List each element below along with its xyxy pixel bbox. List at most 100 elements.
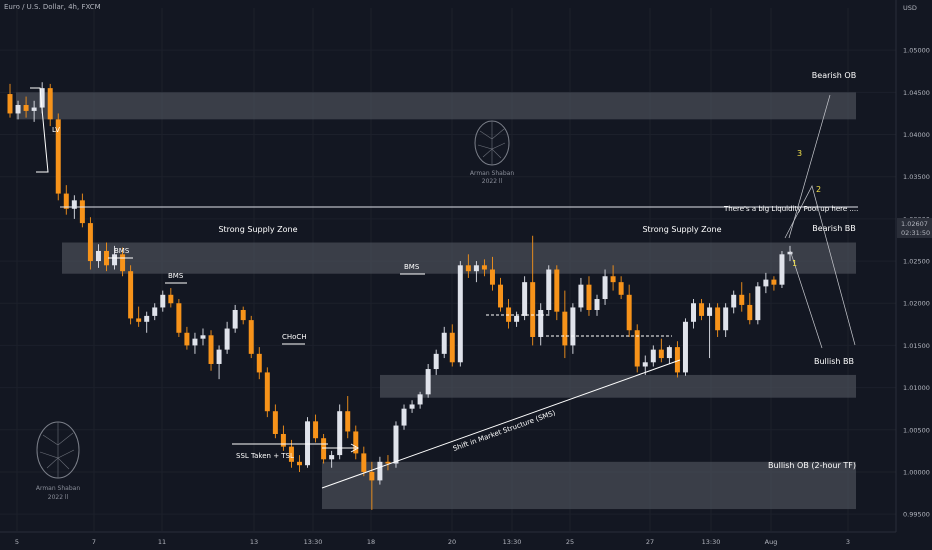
time-axis[interactable]: 5 7 11 13 13:30 18 20 13:30 25 27 13:30 Aug 3 [15,538,850,546]
candle-body [321,438,327,460]
candle-body [457,265,463,363]
candle-body [184,332,190,346]
candle-body [723,307,729,331]
watermark-year-bottom: 2022 ll [48,494,69,501]
zone-label-bullish-bb: Bullish BB [814,357,854,366]
candle-body [650,349,656,363]
path-label-3: 3 [797,149,802,158]
label-bms-1: BMS [114,247,130,255]
brain-logo-top: Arman Shaban 2022 ll [470,120,514,185]
candle-body [23,105,29,111]
candle-body [95,250,101,262]
candle-body [674,347,680,373]
candle-body [578,284,584,308]
candle-body [55,119,61,194]
sms-line [321,359,681,489]
zone-label-bearish-bb: Bearish BB [812,224,856,233]
candle-body [634,330,640,367]
candle-body [473,265,479,272]
candle-body [208,335,214,364]
watermark-author-bottom: Arman Shaban [36,485,80,492]
candle-body [136,318,142,322]
candle-body [747,304,753,321]
candle-body [39,88,45,108]
candle-body [176,303,182,333]
candle-body [666,347,672,359]
candle-body [489,269,495,285]
candle-body [296,461,302,466]
candle-body [699,303,705,316]
candle-body [691,303,696,322]
candle-body [763,279,769,287]
candle-body [570,307,576,346]
candle-body [481,265,487,270]
candle-body [152,307,158,316]
price-countdown: 02:31:50 [901,229,930,237]
path-label-1: 1 [792,259,797,268]
label-lv: LV [52,126,60,134]
candle-body [385,461,391,464]
candle-body [514,315,520,322]
candle-body [731,294,737,308]
time-tick-label: 18 [367,538,375,546]
candle-body [313,421,319,439]
candle-body [104,250,109,266]
candle-body [87,223,93,262]
candle-body [192,338,198,346]
candle-body [248,320,254,354]
time-tick-label: 13 [250,538,258,546]
zone-rect [16,92,856,120]
label-sms: Shift in Market Structure (SMS) [452,409,557,453]
label-choch: CHoCH [282,333,307,341]
time-tick-label: Aug [765,538,778,546]
candle-body [240,309,246,321]
time-tick-label: 3 [846,538,850,546]
annotations-layer [30,87,858,489]
candle-body [71,200,77,209]
candle-body [522,282,528,316]
price-tick-label: 1.02500 [903,258,930,266]
price-tick-label: 1.02000 [903,300,930,308]
projection-path-b [788,94,831,239]
candle-body [200,335,206,339]
candle-body [329,455,335,460]
candle-body [409,404,415,409]
time-tick-label: 13:30 [503,538,522,546]
zone-rect [380,374,856,398]
price-tick-label: 1.03500 [903,173,930,181]
zone-rect [322,461,856,510]
zones-layer [16,92,856,510]
price-tick-label: 1.04500 [903,89,930,97]
candle-body [771,279,777,285]
candle-body [144,315,150,322]
candle-body [31,107,37,111]
lv-bracket [30,87,49,173]
candle-body [393,425,399,464]
zone-label-supply-left: Strong Supply Zone [218,225,297,234]
candle-body [562,311,568,346]
candle-body [128,271,134,319]
candles-layer [7,82,793,510]
time-tick-label: 13:30 [702,538,721,546]
price-tick-label: 1.00000 [903,468,930,476]
time-tick-label: 5 [15,538,19,546]
last-price-tag: 1.02607 02:31:50 [897,218,932,238]
candle-body [594,299,600,310]
candle-body [224,328,230,350]
candle-body [642,362,648,367]
brain-logo-bottom: Arman Shaban 2022 ll [36,421,80,501]
time-tick-label: 7 [92,538,96,546]
price-axis-bg [896,0,932,550]
label-bms-2: BMS [168,272,184,280]
candle-body [433,353,439,370]
candle-body [449,332,455,363]
candle-body [626,294,632,331]
zone-label-bearish-ob: Bearish OB [812,71,856,80]
candle-body [79,200,85,224]
candle-body [602,276,608,300]
candle-body [168,294,174,304]
symbol-title: Euro / U.S. Dollar, 4h, FXCM [4,3,101,11]
candle-body [401,408,407,426]
candle-body [63,193,69,209]
